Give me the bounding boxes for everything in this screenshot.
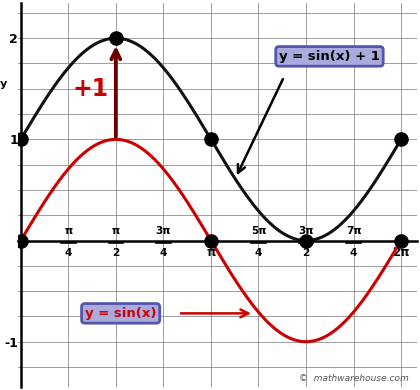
Text: 4: 4	[160, 248, 167, 258]
Text: π: π	[64, 227, 72, 236]
Text: 3π: 3π	[298, 227, 314, 236]
Text: π: π	[206, 246, 215, 259]
Text: π: π	[112, 227, 120, 236]
Point	[207, 136, 214, 142]
Text: y = sin(x) + 1: y = sin(x) + 1	[279, 50, 380, 63]
Text: y = sin(x): y = sin(x)	[85, 307, 156, 320]
Point	[17, 238, 24, 244]
Text: ©  mathwarehouse.com: © mathwarehouse.com	[299, 374, 409, 383]
Text: 2: 2	[302, 248, 310, 258]
Text: 7π: 7π	[346, 227, 361, 236]
Text: 2: 2	[112, 248, 119, 258]
Point	[303, 238, 310, 244]
Point	[207, 238, 214, 244]
Text: 2π: 2π	[392, 246, 410, 259]
Point	[17, 136, 24, 142]
Point	[113, 35, 119, 41]
Text: y: y	[0, 79, 8, 89]
Point	[398, 238, 404, 244]
Text: 4: 4	[255, 248, 262, 258]
Text: +1: +1	[72, 77, 108, 101]
Text: 4: 4	[350, 248, 357, 258]
Point	[398, 136, 404, 142]
Text: 5π: 5π	[251, 227, 266, 236]
Text: 3π: 3π	[156, 227, 171, 236]
Text: 4: 4	[65, 248, 72, 258]
